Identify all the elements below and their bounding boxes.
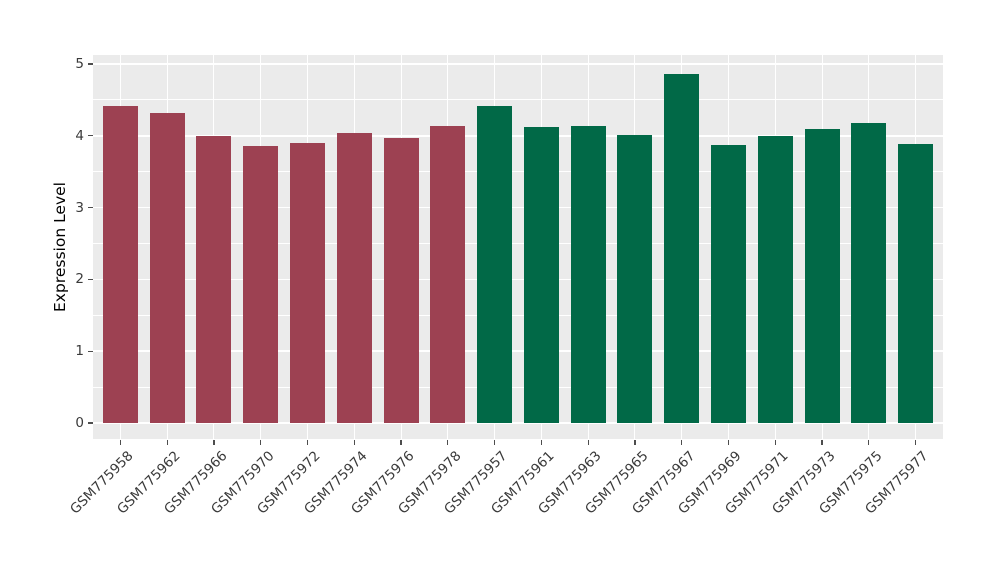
- gridline-major: [93, 350, 943, 352]
- bar: [336, 132, 372, 423]
- gridline-minor: [93, 243, 943, 244]
- bar: [430, 125, 466, 423]
- gridline-minor: [93, 171, 943, 173]
- gridline-minor: [93, 314, 943, 316]
- gridline-major: [93, 206, 943, 209]
- x-tick-mark: [774, 440, 776, 445]
- plot-panel: [93, 55, 943, 439]
- bar: [757, 135, 793, 423]
- y-tick-mark: [88, 350, 93, 352]
- bar: [290, 142, 325, 423]
- y-tick-label: 1: [75, 343, 84, 360]
- bar: [898, 143, 934, 423]
- x-tick-mark: [353, 440, 355, 445]
- bar: [851, 122, 887, 423]
- y-tick-label: 5: [75, 56, 84, 72]
- x-tick-mark: [400, 440, 402, 445]
- x-tick-mark: [306, 440, 309, 445]
- y-tick-mark: [88, 63, 93, 65]
- y-tick-mark: [88, 278, 93, 280]
- bar: [196, 135, 232, 423]
- x-tick-mark: [119, 440, 121, 445]
- bar: [664, 74, 700, 423]
- bar: [383, 137, 419, 423]
- y-tick-label: 3: [75, 199, 84, 216]
- gridline-minor: [93, 386, 943, 388]
- y-tick-mark: [88, 135, 93, 137]
- x-tick-mark: [821, 440, 823, 445]
- bar: [617, 135, 653, 423]
- bar: [149, 112, 185, 423]
- x-tick-mark: [727, 440, 730, 445]
- gridline-major: [93, 422, 943, 424]
- bar: [102, 106, 138, 423]
- x-tick-mark: [681, 440, 683, 445]
- y-tick-label: 4: [75, 127, 84, 144]
- gridline-major: [93, 63, 943, 65]
- x-tick-mark: [587, 440, 589, 445]
- x-tick-mark: [213, 440, 215, 445]
- x-tick-mark: [166, 440, 168, 445]
- bar: [243, 145, 279, 423]
- x-tick-mark: [868, 440, 870, 445]
- y-tick-mark: [88, 422, 93, 424]
- bar: [711, 145, 746, 423]
- x-tick-mark: [540, 440, 542, 445]
- bar: [477, 105, 513, 423]
- y-tick-label: 0: [75, 415, 84, 431]
- x-tick-mark: [447, 440, 449, 445]
- x-tick-mark: [915, 440, 917, 445]
- gridline-minor: [93, 99, 943, 101]
- bar: [804, 129, 840, 423]
- y-tick-mark: [88, 207, 93, 209]
- bar: [570, 125, 606, 423]
- gridline-major: [93, 135, 943, 137]
- x-tick-mark: [634, 440, 636, 445]
- y-tick-label: 2: [75, 271, 84, 288]
- gridline-major: [93, 278, 943, 281]
- x-tick-mark: [494, 440, 496, 445]
- x-tick-mark: [260, 440, 262, 445]
- bar: [523, 127, 559, 423]
